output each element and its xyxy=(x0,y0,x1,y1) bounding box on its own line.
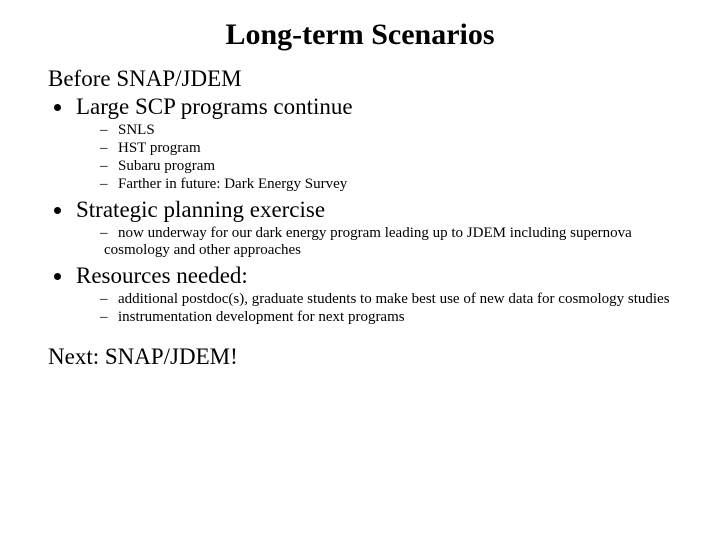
sub-item: now underway for our dark energy program… xyxy=(104,225,672,259)
bullet-list: Large SCP programs continue SNLS HST pro… xyxy=(48,94,672,326)
sub-text: Subaru program xyxy=(118,158,215,174)
sub-item: Subaru program xyxy=(104,158,672,175)
bullet-item: Resources needed: additional postdoc(s),… xyxy=(74,263,672,326)
intro-line: Before SNAP/JDEM xyxy=(48,66,672,92)
sub-item: HST program xyxy=(104,140,672,157)
sub-text: additional postdoc(s), graduate students… xyxy=(118,291,670,307)
bullet-label: Strategic planning exercise xyxy=(76,197,325,222)
sub-text: SNLS xyxy=(118,122,155,138)
closing-line: Next: SNAP/JDEM! xyxy=(48,344,672,370)
bullet-item: Large SCP programs continue SNLS HST pro… xyxy=(74,94,672,193)
bullet-label: Large SCP programs continue xyxy=(76,94,353,119)
slide-title: Long-term Scenarios xyxy=(48,18,672,52)
sub-list: now underway for our dark energy program… xyxy=(76,225,672,259)
sub-text: instrumentation development for next pro… xyxy=(118,309,405,325)
sub-item: SNLS xyxy=(104,122,672,139)
sub-item: additional postdoc(s), graduate students… xyxy=(104,291,672,308)
slide: Long-term Scenarios Before SNAP/JDEM Lar… xyxy=(0,0,720,370)
bullet-item: Strategic planning exercise now underway… xyxy=(74,197,672,259)
sub-item: instrumentation development for next pro… xyxy=(104,309,672,326)
sub-text: now underway for our dark energy program… xyxy=(104,225,632,258)
sub-list: additional postdoc(s), graduate students… xyxy=(76,291,672,326)
sub-text: HST program xyxy=(118,140,201,156)
sub-item: Farther in future: Dark Energy Survey xyxy=(104,176,672,193)
bullet-label: Resources needed: xyxy=(76,263,248,288)
sub-text: Farther in future: Dark Energy Survey xyxy=(118,176,347,192)
sub-list: SNLS HST program Subaru program Farther … xyxy=(76,122,672,193)
